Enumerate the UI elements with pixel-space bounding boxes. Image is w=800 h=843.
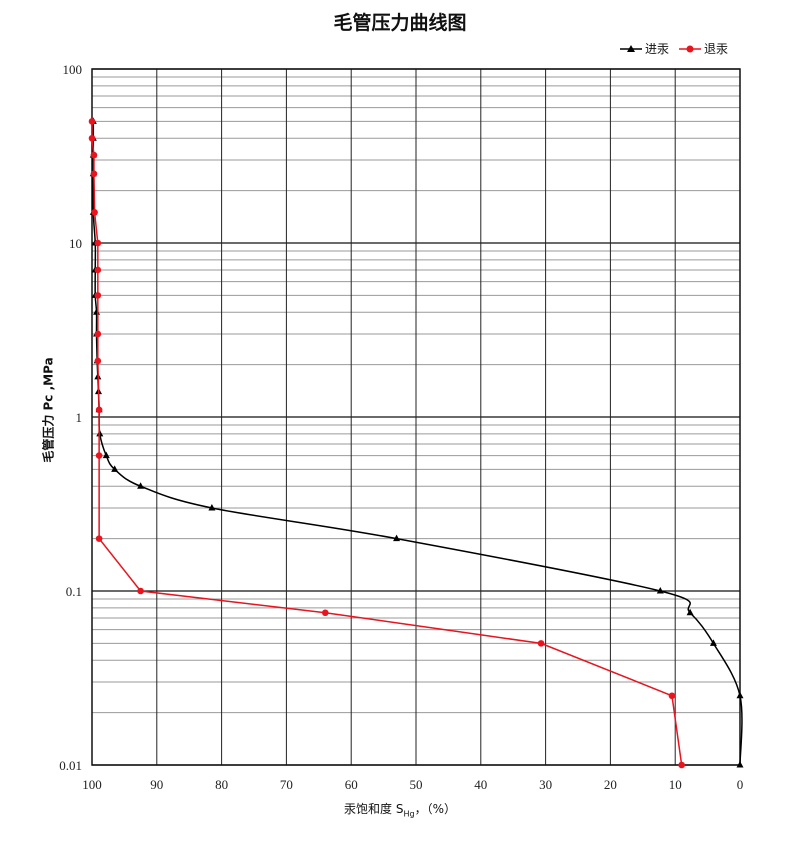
x-axis-label-text: 汞饱和度 S (344, 802, 404, 816)
legend-item-intrusion: 进汞 (620, 40, 669, 57)
data-point-triangle (736, 691, 744, 699)
data-point-triangle (393, 534, 401, 542)
data-point-triangle (93, 308, 101, 315)
x-tick-label: 60 (345, 777, 358, 792)
x-axis-label: 汞饱和度 SHg，（%） (0, 800, 800, 818)
data-point-circle (678, 761, 685, 769)
data-point-triangle (111, 465, 119, 472)
x-tick-label: 70 (280, 777, 293, 792)
x-tick-label: 10 (669, 777, 682, 792)
data-point-circle (91, 209, 98, 216)
y-tick-label: 0.1 (66, 584, 82, 599)
data-point-circle (95, 535, 103, 542)
data-point-triangle (736, 761, 744, 768)
chart-title: 毛管压力曲线图 (333, 12, 467, 34)
data-point-triangle (656, 587, 664, 594)
x-tick-label: 100 (82, 777, 102, 792)
plot-frame (91, 68, 741, 766)
x-tick-label: 80 (215, 777, 228, 792)
series-line-1 (91, 121, 683, 766)
y-tick-label: 10 (69, 236, 82, 251)
legend-item-extrusion: 退汞 (679, 40, 728, 57)
data-point-circle (94, 330, 102, 338)
data-point-circle (94, 357, 102, 365)
circle-marker-icon (679, 45, 702, 52)
data-point-triangle (709, 639, 717, 646)
series-line-0 (92, 121, 743, 766)
y-tick-label: 1 (76, 410, 83, 425)
x-tick-label: 20 (604, 777, 617, 792)
data-point-triangle (137, 482, 145, 489)
triangle-marker-icon (620, 44, 642, 52)
data-point-circle (668, 692, 676, 700)
data-point-triangle (686, 608, 694, 616)
x-tick-label: 50 (410, 777, 423, 792)
data-point-circle (321, 609, 329, 617)
y-tick-label: 0.01 (59, 758, 82, 773)
data-point-circle (137, 587, 144, 595)
data-point-circle (95, 452, 103, 459)
data-point-circle (90, 151, 98, 159)
data-point-circle (88, 118, 96, 125)
x-tick-label: 90 (150, 777, 163, 792)
legend-label-extrusion: 退汞 (704, 42, 729, 56)
legend: 进汞 退汞 (620, 40, 728, 57)
y-tick-label: 100 (63, 62, 83, 77)
data-point-circle (94, 239, 102, 247)
legend-label-intrusion: 进汞 (645, 42, 670, 56)
data-point-circle (90, 170, 98, 178)
data-point-circle (88, 134, 96, 142)
x-tick-label: 0 (737, 777, 744, 792)
data-point-triangle (102, 451, 110, 459)
data-point-triangle (208, 503, 216, 511)
x-axis-label-subscript: Hg (403, 809, 415, 819)
x-tick-label: 30 (539, 777, 552, 792)
data-point-circle (537, 640, 545, 647)
data-point-circle (95, 406, 103, 414)
x-tick-label: 40 (474, 777, 487, 792)
data-point-circle (94, 266, 102, 274)
x-axis-label-unit: ，（%） (414, 802, 456, 816)
data-point-circle (94, 292, 102, 299)
